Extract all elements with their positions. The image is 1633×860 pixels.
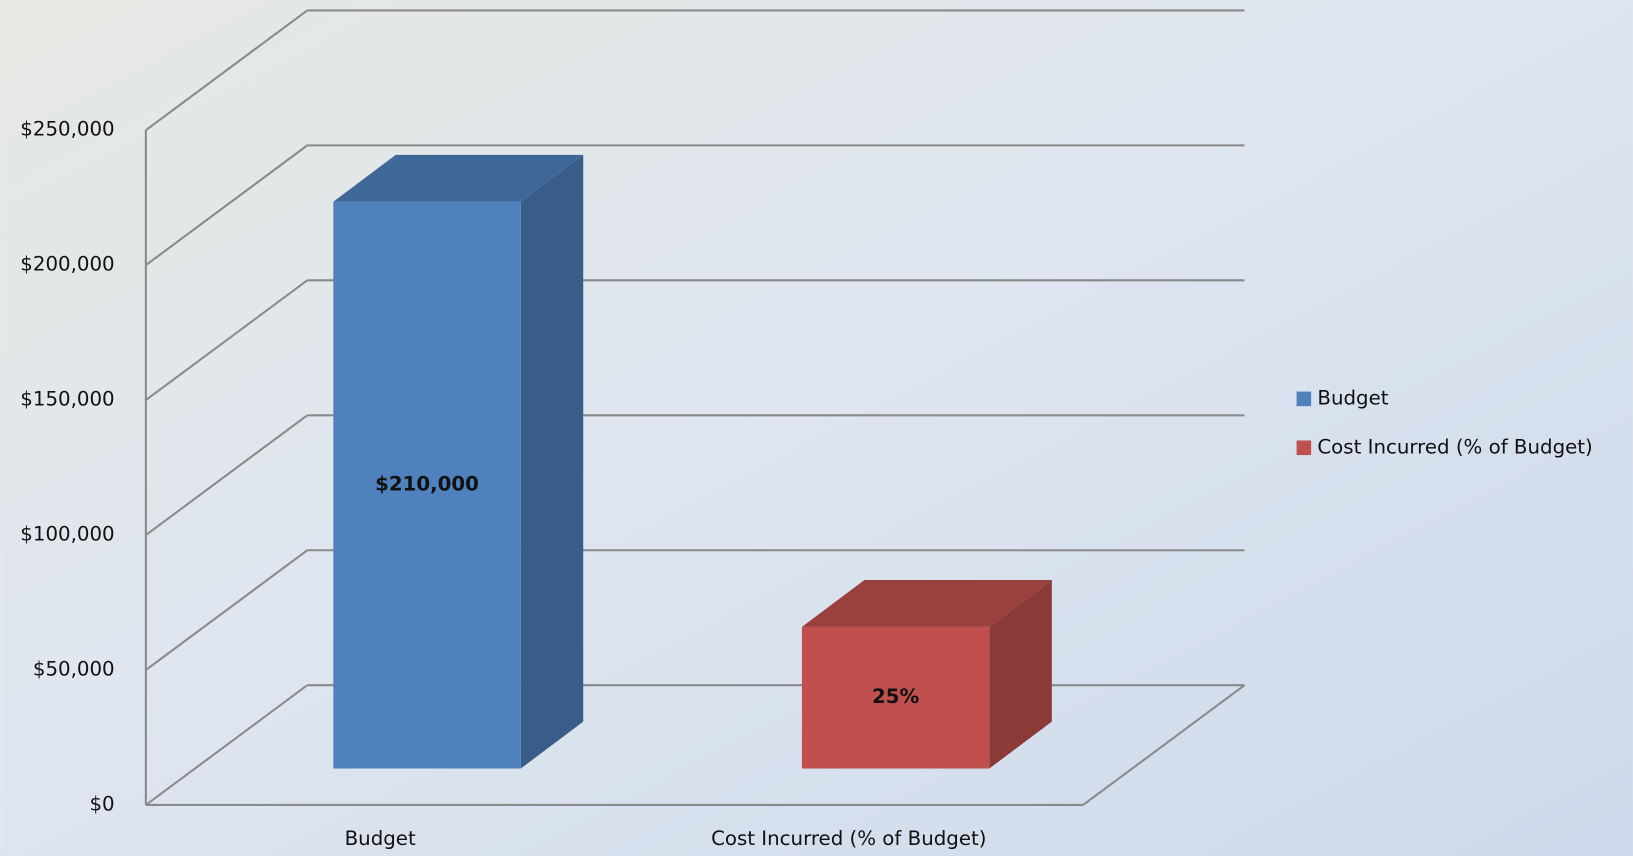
y-tick-label: $200,000 xyxy=(20,253,114,276)
legend-label: Budget xyxy=(1317,386,1388,409)
legend-swatch xyxy=(1296,440,1312,456)
bar-side xyxy=(989,579,1052,769)
grid-line-side xyxy=(145,684,308,806)
y-tick-label: $0 xyxy=(89,792,114,815)
grid-line-side xyxy=(145,279,308,401)
x-tick-label: Budget xyxy=(345,827,416,850)
legend-label: Cost Incurred (% of Budget) xyxy=(1317,435,1592,458)
y-tick-label: $150,000 xyxy=(20,388,114,411)
grid-line-side xyxy=(145,549,308,671)
grid-line-side xyxy=(145,414,308,536)
y-tick-label: $100,000 xyxy=(20,523,114,546)
value-label: 25% xyxy=(872,685,920,708)
bar-top xyxy=(801,579,1052,627)
y-tick-label: $250,000 xyxy=(20,118,114,141)
value-label: $210,000 xyxy=(375,473,479,496)
floor-right xyxy=(1082,684,1246,806)
y-tick-label: $50,000 xyxy=(33,658,115,681)
bar xyxy=(333,201,521,769)
x-tick-label: Cost Incurred (% of Budget) xyxy=(711,827,986,850)
bar xyxy=(801,626,990,769)
grid-line-side xyxy=(145,9,308,132)
bar-top xyxy=(333,154,584,202)
legend-swatch xyxy=(1296,391,1312,407)
grid-line-side xyxy=(145,144,308,266)
bar-side xyxy=(520,154,584,769)
